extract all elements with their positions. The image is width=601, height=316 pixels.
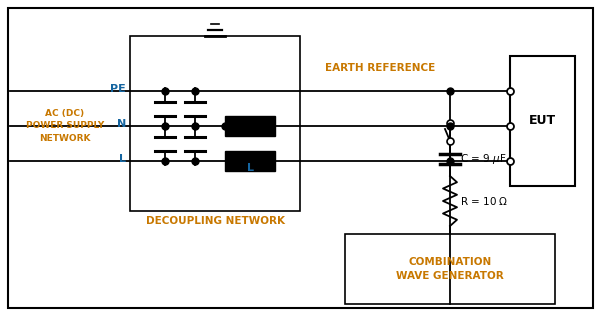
Text: L: L xyxy=(246,163,254,173)
Text: DECOUPLING NETWORK: DECOUPLING NETWORK xyxy=(145,216,284,226)
Text: EARTH REFERENCE: EARTH REFERENCE xyxy=(325,63,435,73)
Bar xyxy=(130,36,300,211)
Text: L: L xyxy=(119,154,126,164)
Text: AC (DC)
POWER SUPPLY
NETWORK: AC (DC) POWER SUPPLY NETWORK xyxy=(26,109,104,143)
Text: N: N xyxy=(117,119,126,129)
Bar xyxy=(225,151,275,171)
Bar xyxy=(225,116,275,136)
Text: C = 9 $\mu$F: C = 9 $\mu$F xyxy=(460,151,507,166)
Text: COMBINATION
WAVE GENERATOR: COMBINATION WAVE GENERATOR xyxy=(396,257,504,281)
Bar xyxy=(345,234,555,304)
Text: PE: PE xyxy=(110,84,126,94)
Text: EUT: EUT xyxy=(529,114,556,127)
Bar xyxy=(510,56,575,186)
Text: R = 10 $\Omega$: R = 10 $\Omega$ xyxy=(460,195,508,207)
